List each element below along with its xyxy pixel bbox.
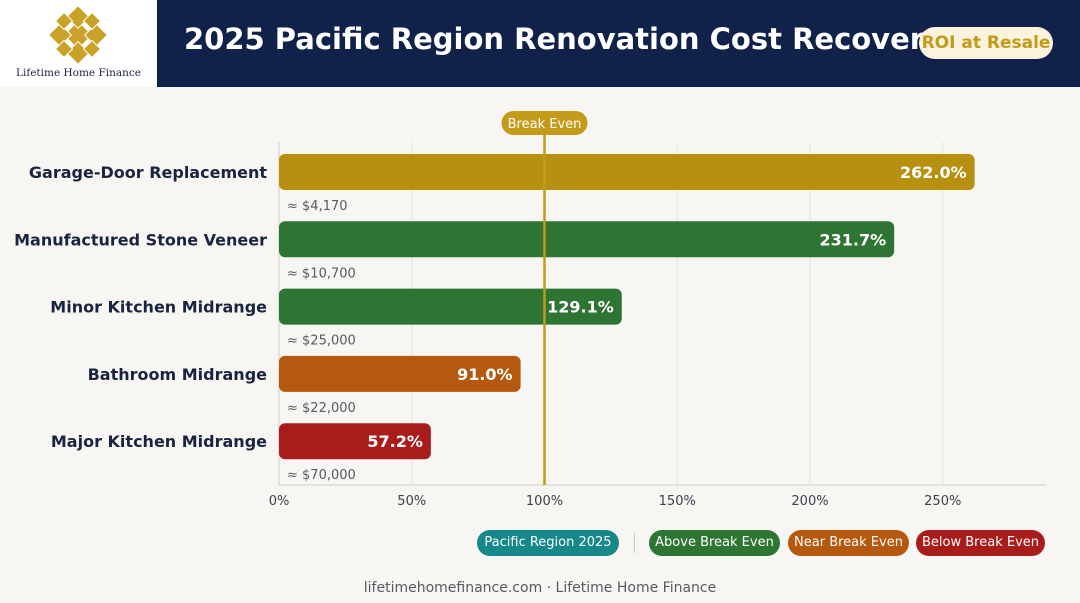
cost-label: ≈ $4,170	[287, 199, 348, 214]
bar-value-label: 129.1%	[547, 298, 614, 317]
footer-text: lifetimehomefinance.com · Lifetime Home …	[363, 580, 717, 596]
category-label: Manufactured Stone Veneer	[14, 230, 267, 249]
bar-value-label: 262.0%	[900, 163, 967, 182]
x-tick-label: 150%	[659, 494, 696, 509]
cost-label: ≈ $10,700	[287, 266, 356, 281]
legend-item-above-break-even: Above Break Even	[649, 530, 780, 556]
bar	[279, 221, 895, 258]
cost-label: ≈ $70,000	[287, 468, 356, 483]
break-even-badge	[501, 111, 588, 135]
x-tick-label: 200%	[791, 494, 828, 509]
category-label: Minor Kitchen Midrange	[50, 298, 267, 317]
x-tick-label: 250%	[924, 494, 961, 509]
legend-divider	[634, 533, 635, 553]
bar	[279, 423, 431, 460]
lotus-logo-icon	[49, 6, 107, 64]
legend: Pacific Region 2025 Above Break Even Nea…	[0, 530, 1080, 556]
legend-item-near-break-even: Near Break Even	[788, 530, 909, 556]
brand-name: Lifetime Home Finance	[15, 67, 142, 79]
cost-label: ≈ $25,000	[287, 334, 356, 349]
bar-value-label: 57.2%	[367, 432, 423, 451]
page-title: 2025 Pacific Region Renovation Cost Reco…	[184, 22, 943, 56]
bar-value-label: 231.7%	[820, 230, 887, 249]
bar	[279, 288, 622, 325]
logo-area: Lifetime Home Finance	[0, 0, 157, 87]
header-bar: Lifetime Home Finance 2025 Pacific Regio…	[0, 0, 1080, 87]
x-tick-label: 50%	[397, 494, 426, 509]
legend-item-pacific-region: Pacific Region 2025	[477, 530, 619, 556]
cost-label: ≈ $22,000	[287, 401, 356, 416]
category-label: Major Kitchen Midrange	[51, 432, 267, 451]
x-tick-label: 100%	[526, 494, 563, 509]
bar	[279, 154, 975, 190]
break-even-label: Break Even	[508, 117, 582, 132]
category-label: Garage-Door Replacement	[29, 163, 267, 182]
category-label: Bathroom Midrange	[88, 365, 268, 384]
x-tick-label: 0%	[269, 494, 290, 509]
legend-item-below-break-even: Below Break Even	[916, 530, 1045, 556]
roi-badge: ROI at Resale	[919, 27, 1053, 59]
roi-bar-chart: 0% 50% 100% 150% 200% 250% Garage-Door Replace…	[14, 111, 1046, 509]
bar-value-label: 91.0%	[457, 365, 513, 384]
bar	[279, 355, 521, 392]
